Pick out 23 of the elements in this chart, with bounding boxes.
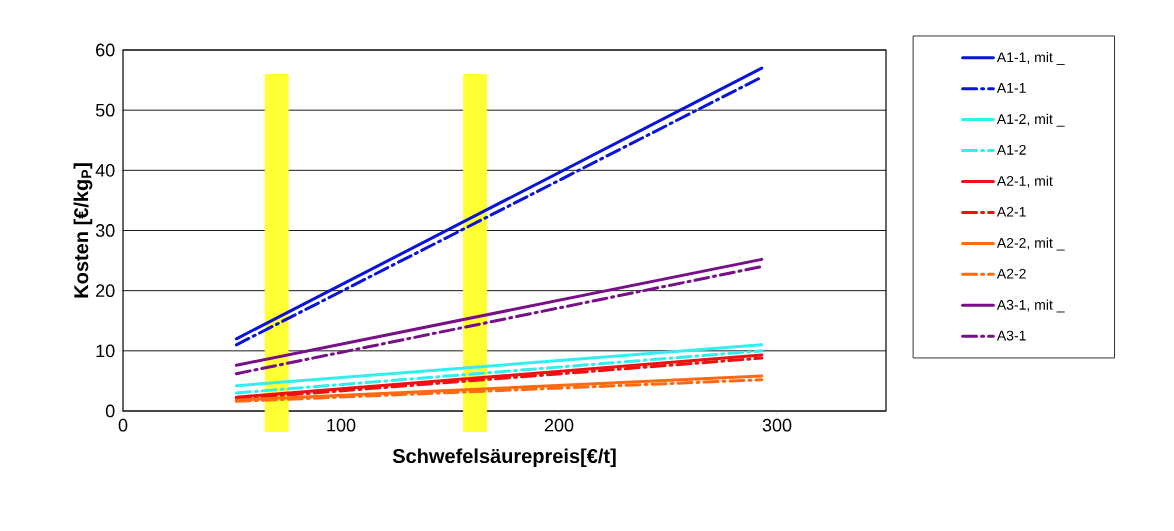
legend-label: A3-1 [996,330,1026,341]
y-axis-title: Kosten [€/kg$_{P}$] [73,163,93,298]
y-tick-label: 60 [96,43,115,57]
legend-label: A1-2 [996,144,1026,155]
x-tick-label: 100 [327,418,356,432]
x-tick-label: 300 [762,418,792,432]
legend-label: A2-1, mit [996,175,1053,188]
x-axis-title: Schwefelsäurepreis[€/t] [392,448,616,468]
legend-label: A1-2, mit _ [996,113,1065,127]
x-tick-label: 200 [544,418,574,432]
legend-label: A2-2 [996,268,1026,279]
legend-label: A2-2, mit _ [996,237,1065,251]
y-tick-label: 0 [105,404,115,418]
y-tick-label: 30 [95,224,115,237]
legend-label: A1-1 [996,83,1026,93]
legend-label: A1-1, mit _ [996,51,1065,65]
y-tick-label: 20 [96,284,115,298]
y-tick-label: 50 [95,103,115,117]
legend-label: A2-1 [996,206,1026,217]
x-tick-label: 0 [118,418,128,432]
legend-label: A3-1, mit _ [996,299,1065,313]
y-tick-label: 40 [95,163,115,177]
y-tick-label: 10 [96,344,115,358]
